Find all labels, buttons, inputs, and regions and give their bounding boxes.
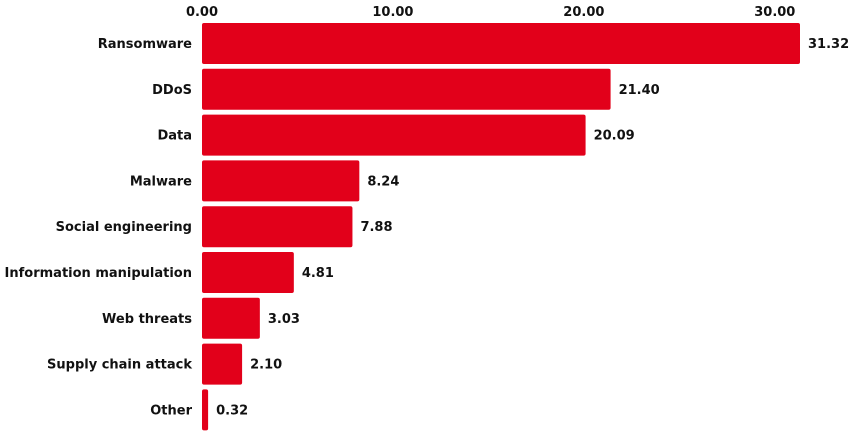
category-label: Malware xyxy=(130,174,192,189)
bar-other xyxy=(202,389,209,431)
x-tick-label: 20.00 xyxy=(563,5,604,20)
category-label: Data xyxy=(157,129,192,144)
category-label: Web threats xyxy=(102,312,192,327)
category-label: Ransomware xyxy=(98,37,192,52)
value-label: 20.09 xyxy=(594,129,635,144)
category-label: Social engineering xyxy=(56,220,192,235)
bar-ddos xyxy=(202,68,611,110)
value-label: 4.81 xyxy=(302,266,334,281)
bar-malware xyxy=(202,160,360,202)
value-label: 3.03 xyxy=(268,312,300,327)
bar-social-engineering xyxy=(202,206,353,248)
bar-data xyxy=(202,114,586,156)
value-label: 31.32 xyxy=(808,37,849,52)
category-label: Other xyxy=(150,403,192,418)
bar-ransomware xyxy=(202,23,800,64)
bar-web-threats xyxy=(202,297,260,339)
x-tick-label: 0.00 xyxy=(186,5,218,20)
bars xyxy=(202,23,800,431)
value-label: 2.10 xyxy=(250,358,282,373)
x-tick-label: 30.00 xyxy=(754,5,795,20)
value-labels: 31.32 21.40 20.09 8.24 7.88 4.81 3.03 2.10 0.32 xyxy=(216,37,849,418)
bar-information-manipulation xyxy=(202,252,294,293)
category-label: DDoS xyxy=(152,83,192,98)
category-label: Information manipulation xyxy=(5,266,192,281)
x-axis-ticks: 0.00 10.00 20.00 30.00 xyxy=(186,5,795,20)
value-label: 21.40 xyxy=(619,83,660,98)
x-tick-label: 10.00 xyxy=(372,5,413,20)
value-label: 0.32 xyxy=(216,403,248,418)
category-labels: Ransomware DDoS Data Malware Social engineer… xyxy=(5,37,193,418)
bar-supply-chain-attack xyxy=(202,343,243,385)
value-label: 8.24 xyxy=(367,174,399,189)
category-label: Supply chain attack xyxy=(47,358,192,373)
value-label: 7.88 xyxy=(360,220,392,235)
